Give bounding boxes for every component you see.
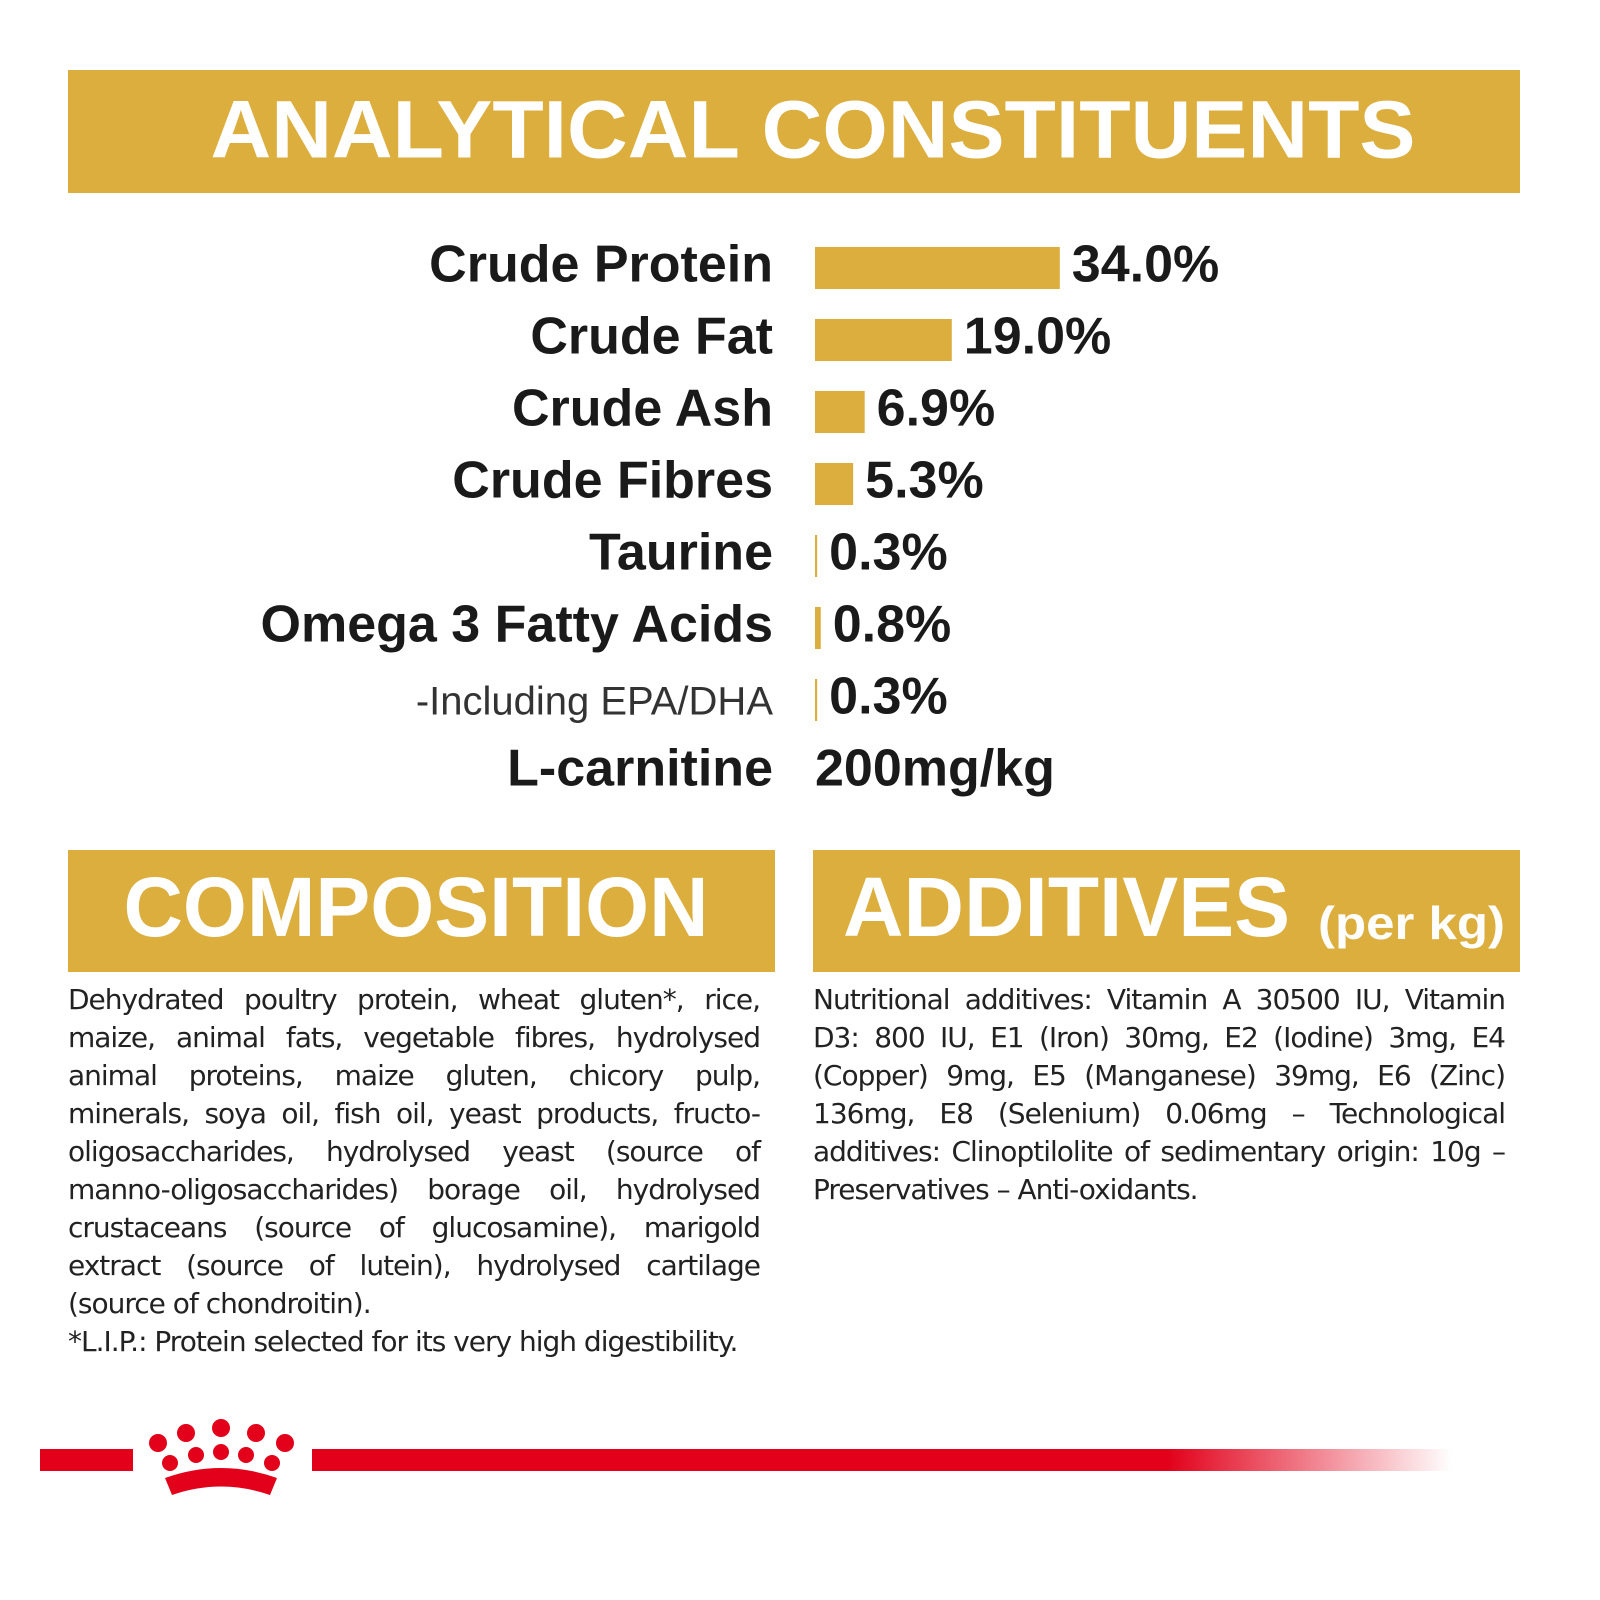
- additives-unit: (per kg): [1318, 897, 1505, 949]
- bar: [815, 463, 854, 505]
- composition-note: *L.I.P.: Protein selected for its very h…: [68, 1325, 738, 1358]
- category-label: -Including EPA/DHA: [416, 680, 774, 724]
- bar: [815, 679, 818, 721]
- value-label: 5.3%: [865, 452, 984, 510]
- carnitine-label: L-carnitine: [507, 740, 773, 798]
- value-label: 34.0%: [1072, 236, 1219, 294]
- category-label: Omega 3 Fatty Acids: [261, 596, 773, 654]
- category-label: Crude Protein: [429, 236, 773, 294]
- value-label: 0.3%: [829, 668, 948, 726]
- category-label: Taurine: [589, 524, 773, 582]
- value-label: 0.8%: [833, 596, 952, 654]
- value-label: 6.9%: [877, 380, 996, 438]
- composition-band: [68, 850, 775, 972]
- additives-title: ADDITIVES: [843, 860, 1290, 954]
- category-label: Crude Ash: [512, 380, 773, 438]
- composition-body: Dehydrated poultry protein, wheat gluten…: [68, 981, 761, 1361]
- brand-line: [40, 1419, 1452, 1495]
- value-label: 19.0%: [964, 308, 1111, 366]
- header-title: ANALYTICAL CONSTITUENTS: [211, 85, 1416, 176]
- bar: [815, 319, 952, 361]
- category-label: Crude Fibres: [452, 452, 773, 510]
- bar: [815, 391, 865, 433]
- composition-title: COMPOSITION: [124, 860, 709, 954]
- red-line: [312, 1449, 1452, 1471]
- composition-text: Dehydrated poultry protein, wheat gluten…: [68, 983, 761, 1320]
- bar: [815, 535, 818, 577]
- value-label: 0.3%: [829, 524, 948, 582]
- red-line: [40, 1449, 133, 1471]
- header-band: [68, 70, 1520, 193]
- bar: [815, 247, 1060, 289]
- carnitine-value: 200mg/kg: [815, 740, 1055, 798]
- category-label: Crude Fat: [530, 308, 773, 366]
- additives-band: [813, 850, 1520, 972]
- additives-body: Nutritional additives: Vitamin A 30500 I…: [813, 983, 1506, 1206]
- bar: [815, 607, 821, 649]
- crown-logo: [149, 1419, 294, 1495]
